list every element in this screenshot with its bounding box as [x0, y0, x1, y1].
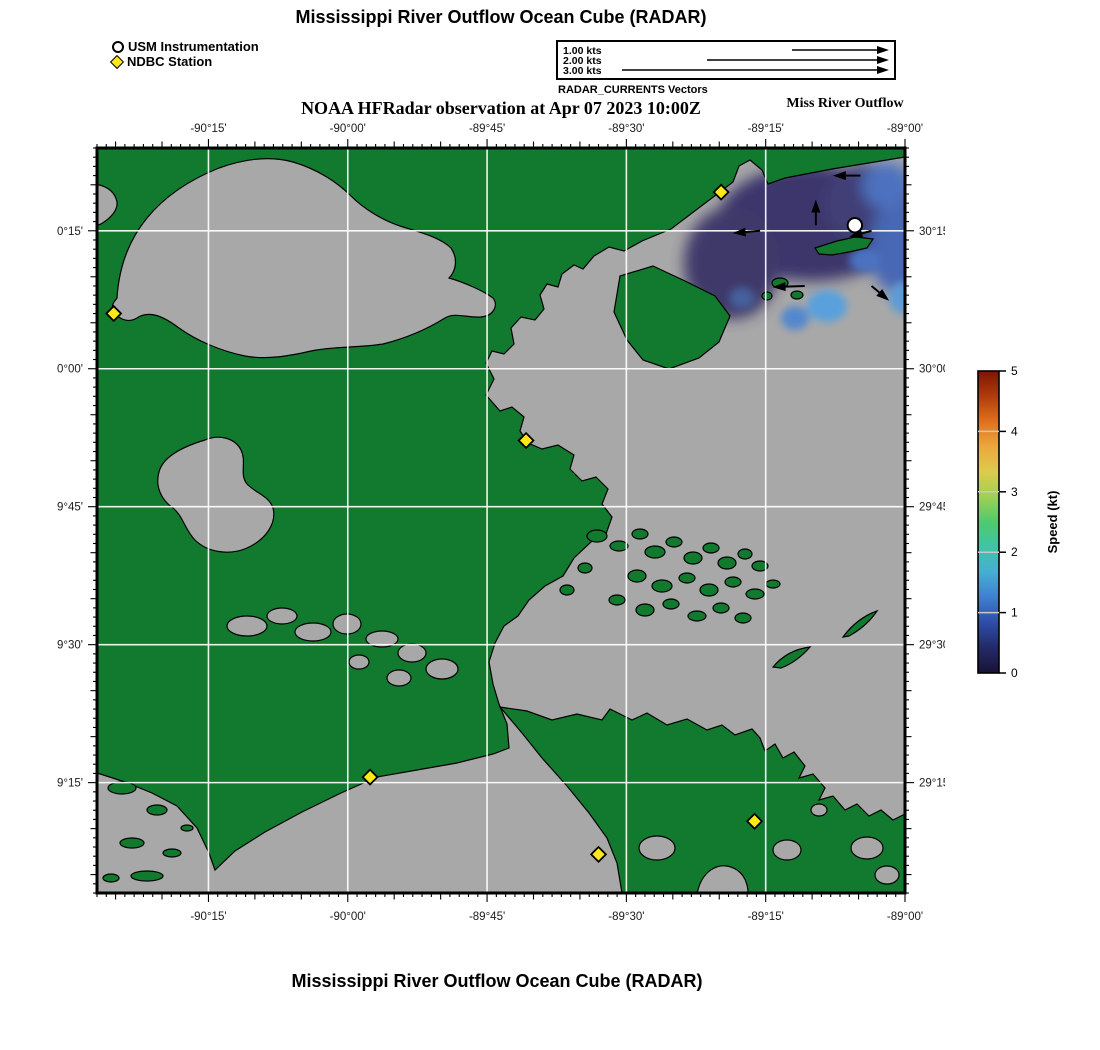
ndbc-station-marker: [745, 812, 764, 830]
svg-text:2: 2: [1011, 545, 1018, 559]
figure-title-bottom: Mississippi River Outflow Ocean Cube (RA…: [291, 971, 703, 991]
svg-text:29°15': 29°15': [57, 778, 83, 790]
svg-text:3: 3: [1011, 485, 1018, 499]
svg-text:29°30': 29°30': [919, 640, 945, 652]
southwest-islets: [102, 781, 194, 883]
scale-row-label: 2.00 kts: [563, 55, 602, 67]
svg-text:30°00': 30°00': [919, 364, 945, 376]
barrier-islands: [761, 236, 875, 301]
svg-text:-90°00': -90°00': [330, 911, 366, 923]
observation-subtitle: NOAA HFRadar observation at Apr 07 2023 …: [301, 98, 701, 118]
inland-lake: [157, 436, 275, 553]
figure-title-top: Mississippi River Outflow Ocean Cube (RA…: [295, 7, 707, 27]
svg-text:5: 5: [1011, 364, 1018, 378]
svg-text:-89°15': -89°15': [748, 911, 784, 923]
legend-item-label: USM Instrumentation: [128, 39, 259, 54]
scale-row-label: 3.00 kts: [563, 65, 602, 77]
svg-text:-90°15': -90°15': [190, 911, 226, 923]
legend-item-usm: USM Instrumentation: [112, 39, 259, 54]
vector-scale-caption: RADAR_CURRENTS Vectors: [558, 84, 708, 96]
current-vector: [732, 227, 761, 237]
usm-station-marker: [846, 217, 864, 234]
svg-text:29°45': 29°45': [919, 502, 945, 514]
svg-text:29°45': 29°45': [57, 502, 83, 514]
svg-text:-90°00': -90°00': [330, 123, 366, 135]
map-plot: -90°15' -90°15' -90°00' -90°00' -89°45' -89°4…: [57, 123, 945, 923]
legend: USM Instrumentation NDBC Station: [109, 39, 259, 69]
colorbar-gradient: [977, 370, 1000, 674]
svg-text:30°15': 30°15': [919, 226, 945, 238]
colorbar-axis-label: Speed (kt): [1045, 491, 1060, 554]
ndbc-station-marker: [589, 845, 608, 863]
svg-text:-89°30': -89°30': [608, 123, 644, 135]
legend-item-ndbc: NDBC Station: [109, 54, 259, 69]
current-vector-arrows: [732, 171, 890, 301]
svg-text:0: 0: [1011, 666, 1018, 680]
svg-text:1: 1: [1011, 606, 1018, 620]
nw-inlet: [97, 183, 118, 226]
svg-text:4: 4: [1011, 424, 1018, 438]
colorbar: 0 1 2 3 4 5 Speed (kt): [977, 364, 1060, 680]
ndbc-station-marker: [712, 183, 730, 201]
scale-arrows: [622, 46, 889, 74]
svg-text:-89°00': -89°00': [887, 123, 923, 135]
axis-tick-labels: -90°15' -90°15' -90°00' -90°00' -89°45' -89°4…: [57, 123, 945, 923]
legend-item-label: NDBC Station: [127, 54, 213, 69]
scale-row-label: 1.00 kts: [563, 45, 602, 57]
southeast-marsh: [498, 706, 905, 893]
graticule-gridlines: [97, 148, 905, 893]
marsh-islands: [559, 528, 781, 624]
current-vector: [870, 285, 890, 301]
svg-text:-89°00': -89°00': [887, 911, 923, 923]
current-vector: [832, 171, 861, 181]
bayou-waters: [226, 607, 459, 687]
svg-text:-89°30': -89°30': [608, 911, 644, 923]
current-vector: [772, 282, 805, 292]
ndbc-station-marker: [105, 304, 123, 323]
region-label: Miss River Outflow: [786, 96, 904, 111]
svg-text:-89°15': -89°15': [748, 123, 784, 135]
map-frame: [95, 146, 907, 895]
station-markers: [105, 183, 864, 863]
radar-speed-field-bright: [729, 248, 905, 330]
svg-text:29°15': 29°15': [919, 778, 945, 790]
ndbc-station-marker: [517, 431, 535, 450]
usm-circle-icon: [112, 40, 124, 53]
svg-text:-90°15': -90°15': [190, 123, 226, 135]
current-vector: [811, 199, 821, 226]
ndbc-station-marker: [361, 768, 379, 786]
colorbar-ticks: 0 1 2 3 4 5: [978, 364, 1018, 680]
ndbc-diamond-icon: [109, 54, 125, 69]
svg-text:29°30': 29°30': [57, 640, 83, 652]
svg-text:-89°45': -89°45': [469, 123, 505, 135]
svg-text:-89°45': -89°45': [469, 911, 505, 923]
chandeleur-islands: [771, 609, 879, 669]
svg-text:30°00': 30°00': [57, 364, 83, 376]
vector-scale-box: 1.00 kts 2.00 kts 3.00 kts: [556, 40, 896, 80]
southeast-marsh-bays: [638, 803, 900, 893]
marsh-wedge: [613, 265, 731, 370]
svg-text:30°15': 30°15': [57, 226, 83, 238]
